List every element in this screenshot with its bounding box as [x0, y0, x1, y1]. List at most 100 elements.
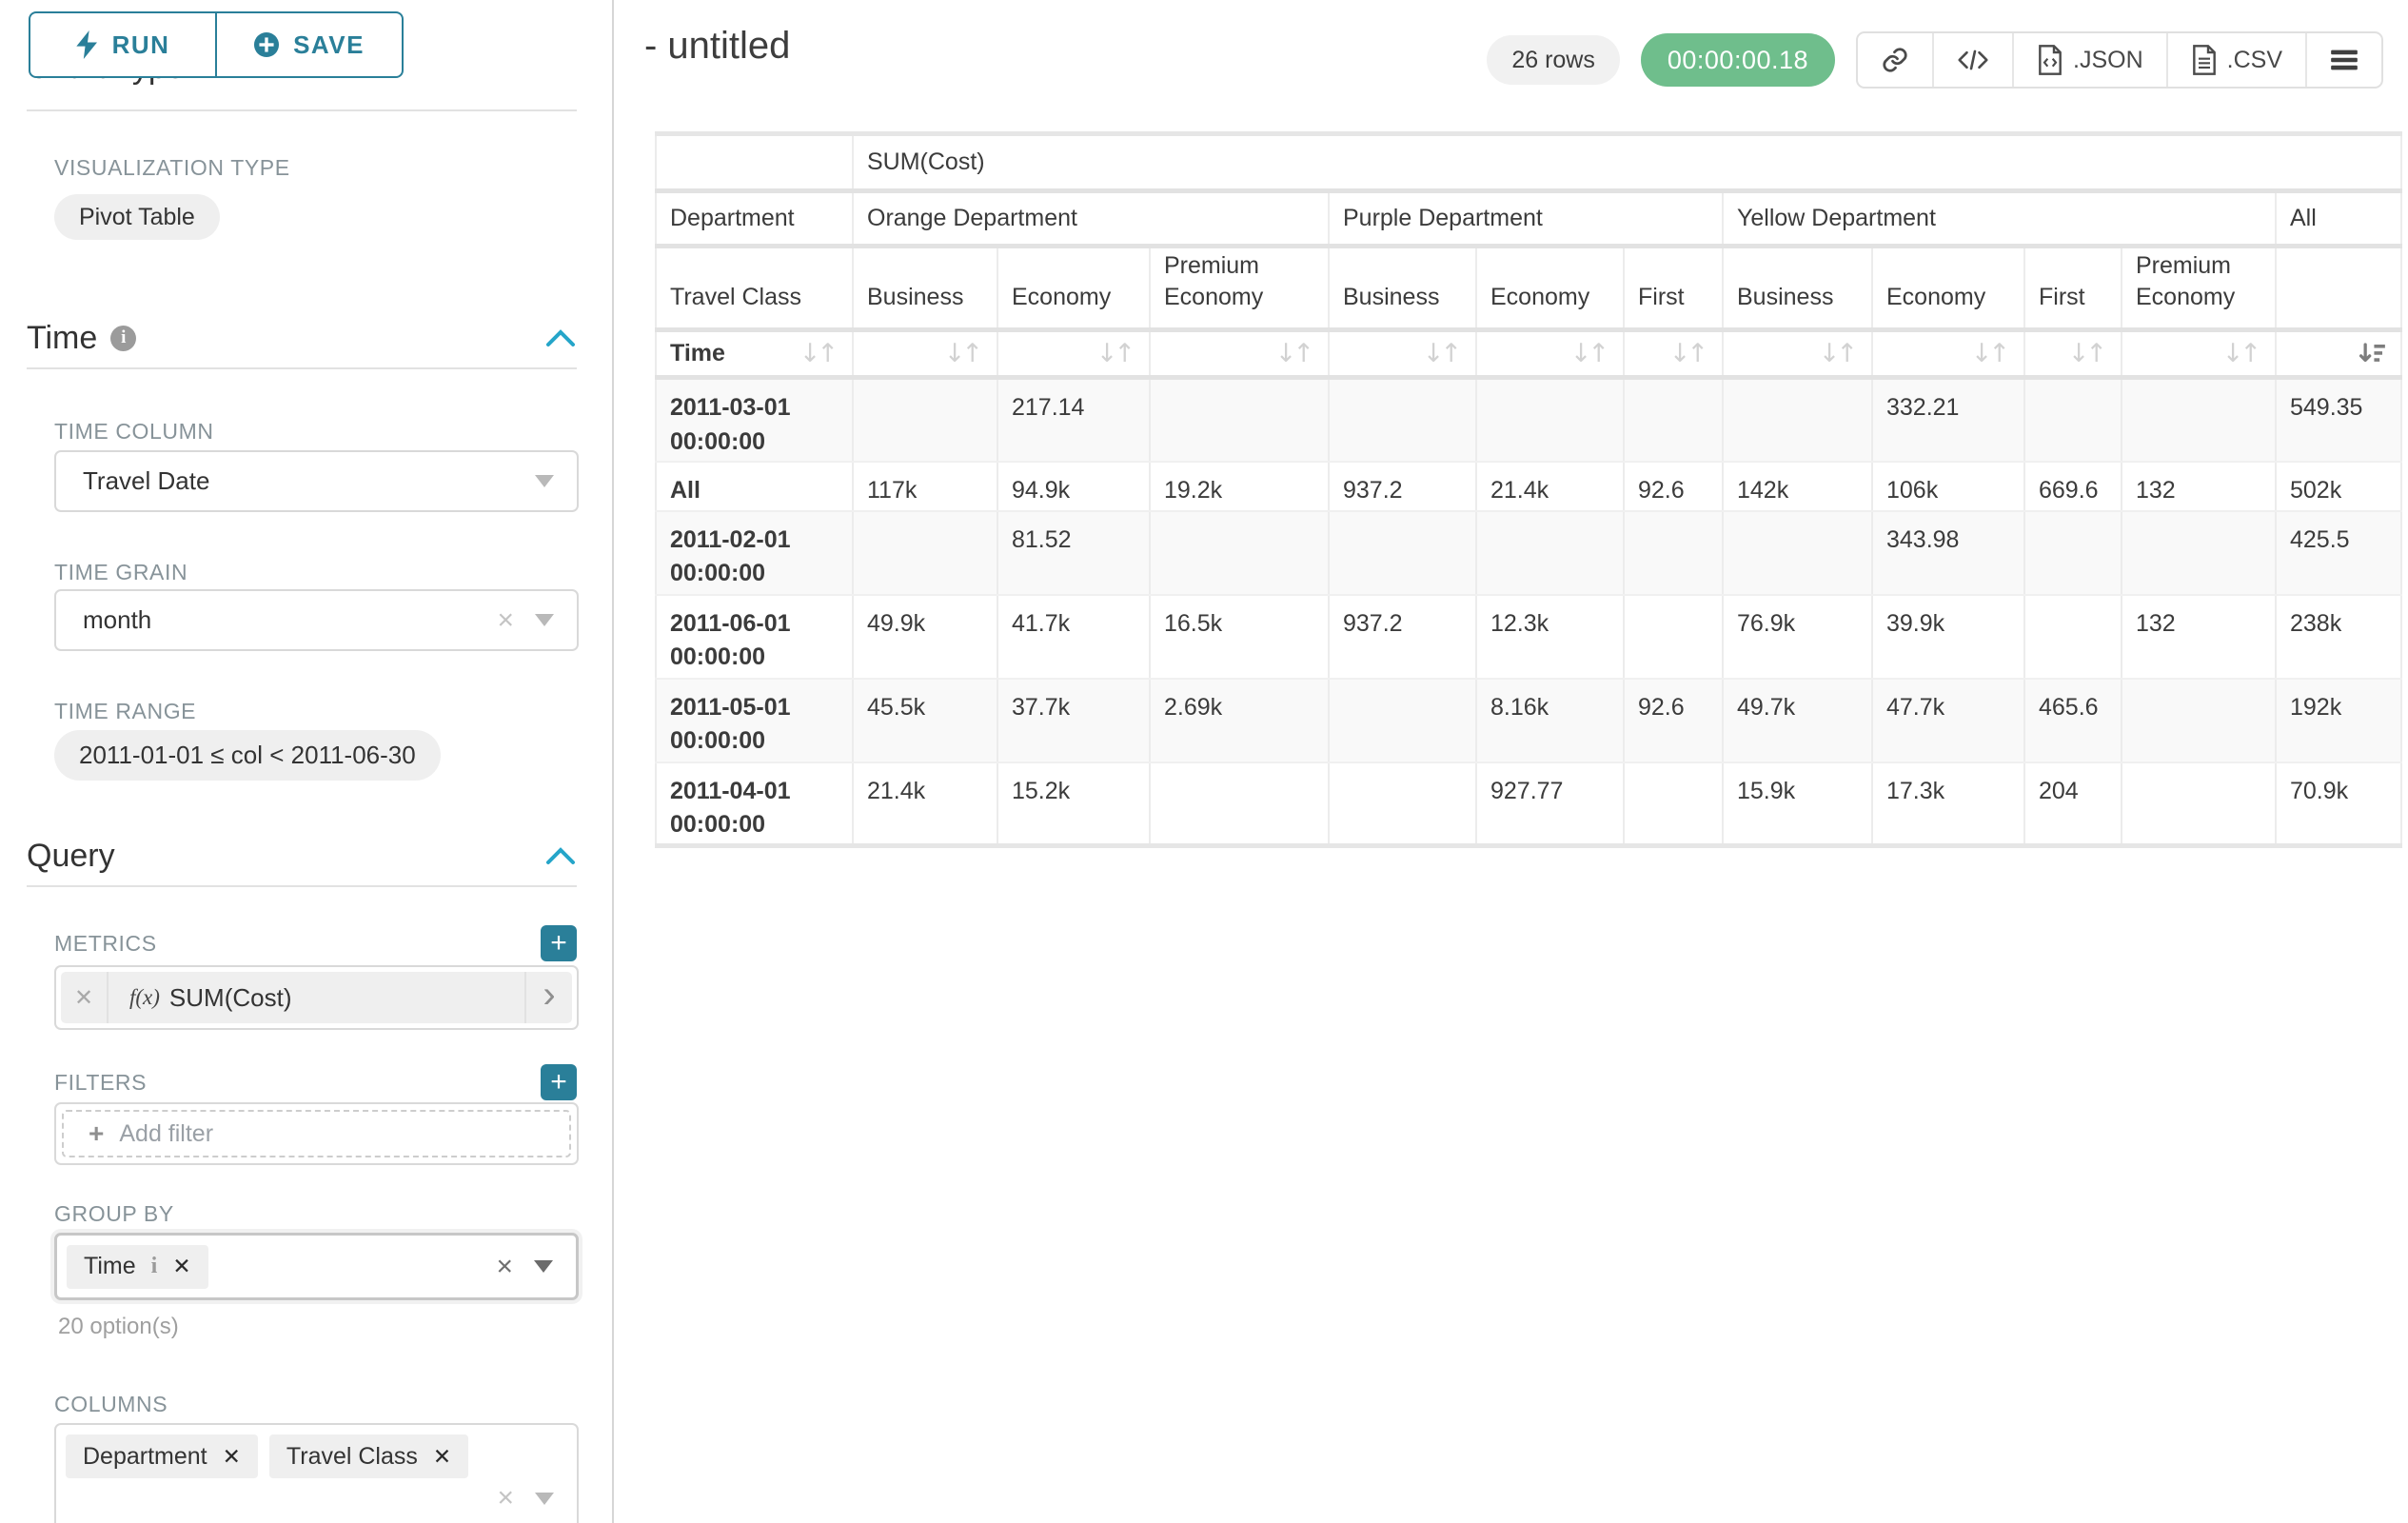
- caret-down-icon[interactable]: [535, 1492, 554, 1505]
- pivot-cell: 12.3k: [1475, 594, 1625, 680]
- row-count-badge: 26 rows: [1487, 35, 1620, 85]
- chip-close-icon[interactable]: ✕: [172, 1254, 191, 1278]
- export-csv-label: .CSV: [2226, 46, 2282, 73]
- pivot-sortable-column[interactable]: ↓↑: [1623, 328, 1724, 380]
- pivot-cell: [1328, 377, 1477, 463]
- sidebar-scroll-area[interactable]: Chart Type VISUALIZATION TYPE Pivot Tabl…: [0, 78, 612, 1523]
- pivot-cell: [1149, 510, 1330, 596]
- caret-down-icon[interactable]: [534, 1260, 553, 1273]
- time-grain-select[interactable]: month ×: [54, 589, 579, 651]
- pivot-cell: 937.2: [1328, 594, 1477, 680]
- pivot-cell: [1722, 510, 1873, 596]
- pivot-sortable-column[interactable]: ↓↑: [1149, 328, 1330, 380]
- pivot-sortable-column[interactable]: ↓↑: [1871, 328, 2025, 380]
- pivot-cell: 92.6: [1623, 678, 1724, 763]
- sort-icon[interactable]: ↓↑: [1970, 339, 2010, 368]
- pivot-sortable-column[interactable]: ↓↑: [997, 328, 1151, 380]
- metric-chip[interactable]: ✕ f(x) SUM(Cost) ›: [61, 972, 572, 1023]
- sort-icon[interactable]: ↓↑: [1422, 339, 1462, 368]
- pivot-cell: 15.9k: [1722, 762, 1873, 848]
- clear-icon[interactable]: ×: [497, 1482, 514, 1513]
- visualization-type-label: VISUALIZATION TYPE: [54, 155, 290, 180]
- sort-icon[interactable]: ↓↑: [2221, 339, 2261, 368]
- clear-icon[interactable]: ×: [497, 603, 514, 636]
- pivot-travel-class-label: Travel Class: [655, 245, 854, 332]
- pivot-sortable-column[interactable]: ↓↑: [852, 328, 998, 380]
- pivot-cell: 16.5k: [1149, 594, 1330, 680]
- pivot-sortable-column[interactable]: ↓↑: [1328, 328, 1477, 380]
- sort-icon[interactable]: ↓↑: [1274, 339, 1314, 368]
- sort-cell: ↓↑: [1490, 339, 1609, 368]
- sort-icon[interactable]: ↓↑: [943, 339, 983, 368]
- pivot-cell: 92.6: [1623, 461, 1724, 512]
- pivot-sortable-column[interactable]: [2274, 328, 2403, 380]
- export-json-label: .JSON: [2073, 46, 2143, 73]
- clear-icon[interactable]: ×: [496, 1250, 513, 1282]
- sort-icon[interactable]: ↓↑: [2067, 339, 2107, 368]
- chart-title: - untitled: [644, 25, 791, 67]
- pivot-cell: [1475, 377, 1625, 463]
- pivot-cell: 81.52: [997, 510, 1151, 596]
- chip-label: Time: [84, 1253, 136, 1279]
- chevron-up-icon[interactable]: [544, 845, 577, 866]
- time-column-select[interactable]: Travel Date: [54, 450, 579, 512]
- sort-icon[interactable]: ↓↑: [799, 339, 839, 368]
- sort-icon[interactable]: ↓↑: [1668, 339, 1708, 368]
- pivot-sortable-column[interactable]: ↓↑: [2121, 328, 2277, 380]
- view-query-button[interactable]: [1932, 33, 2012, 87]
- export-json-button[interactable]: .JSON: [2012, 33, 2166, 87]
- chip-time: Time i ✕: [67, 1244, 208, 1289]
- metric-expand-icon[interactable]: ›: [524, 972, 572, 1023]
- pivot-row-dimension-header[interactable]: Time ↓↑: [655, 328, 854, 380]
- pivot-cell: 343.98: [1871, 510, 2025, 596]
- chart-panel: - untitled 26 rows 00:00:00.18: [616, 0, 2408, 1523]
- chip-close-icon[interactable]: ✕: [222, 1443, 241, 1469]
- add-metric-button[interactable]: +: [541, 925, 577, 961]
- pivot-cell: [1328, 510, 1477, 596]
- share-link-button[interactable]: [1858, 33, 1932, 87]
- pivot-cell: [1722, 377, 1873, 463]
- remove-metric-icon[interactable]: ✕: [61, 972, 109, 1023]
- plus-circle-icon: [254, 31, 280, 58]
- pivot-data-row: 2011-05-01 00:00:00 45.5k 37.7k 2.69k 8.16k 92…: [655, 678, 2403, 763]
- pivot-row-label: 2011-03-01 00:00:00: [655, 377, 854, 463]
- chip-close-icon[interactable]: ✕: [432, 1443, 452, 1469]
- columns-select[interactable]: Department ✕ Travel Class ✕ ×: [54, 1423, 579, 1523]
- sort-icon[interactable]: ↓↑: [1569, 339, 1609, 368]
- group-by-select[interactable]: Time i ✕ ×: [54, 1233, 579, 1300]
- pivot-cell: 8.16k: [1475, 678, 1625, 763]
- add-filter-label: Add filter: [119, 1119, 214, 1147]
- pivot-sortable-column[interactable]: ↓↑: [1475, 328, 1625, 380]
- save-button[interactable]: SAVE: [214, 11, 404, 78]
- pivot-cell: [852, 377, 998, 463]
- add-filter-button[interactable]: + Add filter: [62, 1110, 571, 1157]
- export-csv-button[interactable]: .CSV: [2165, 33, 2305, 87]
- add-filter-plus-button[interactable]: +: [541, 1064, 577, 1100]
- caret-down-icon[interactable]: [535, 475, 554, 487]
- run-button[interactable]: RUN: [29, 11, 217, 78]
- pivot-cell: 937.2: [1328, 461, 1477, 512]
- pivot-cell: 142k: [1722, 461, 1873, 512]
- menu-button[interactable]: [2305, 33, 2381, 87]
- caret-down-icon[interactable]: [535, 614, 554, 626]
- info-icon: i: [110, 325, 137, 351]
- pivot-cell: 76.9k: [1722, 594, 1873, 680]
- visualization-type-pill[interactable]: Pivot Table: [54, 194, 220, 240]
- pivot-cell: [1623, 510, 1724, 596]
- filters-label: FILTERS: [54, 1069, 148, 1095]
- pivot-cell: [2023, 510, 2122, 596]
- sort-icon[interactable]: ↓↑: [1818, 339, 1858, 368]
- sort-cell: ↓↑: [867, 339, 983, 368]
- pivot-sortable-column[interactable]: ↓↑: [1722, 328, 1873, 380]
- pivot-class-header: Premium Economy: [2121, 245, 2277, 332]
- time-column-label: TIME COLUMN: [54, 419, 214, 444]
- time-range-pill[interactable]: 2011-01-01 ≤ col < 2011-06-30: [54, 730, 441, 781]
- pivot-class-header: Economy: [1871, 245, 2025, 332]
- pivot-data-row: 2011-02-01 00:00:00 81.52 343.98 425.5: [655, 510, 2403, 596]
- time-range-label: TIME RANGE: [54, 699, 197, 723]
- chevron-up-icon[interactable]: [544, 327, 577, 348]
- pivot-sortable-column[interactable]: ↓↑: [2023, 328, 2122, 380]
- section-divider: [27, 367, 577, 369]
- sort-desc-icon[interactable]: [2359, 341, 2387, 367]
- sort-icon[interactable]: ↓↑: [1095, 339, 1135, 368]
